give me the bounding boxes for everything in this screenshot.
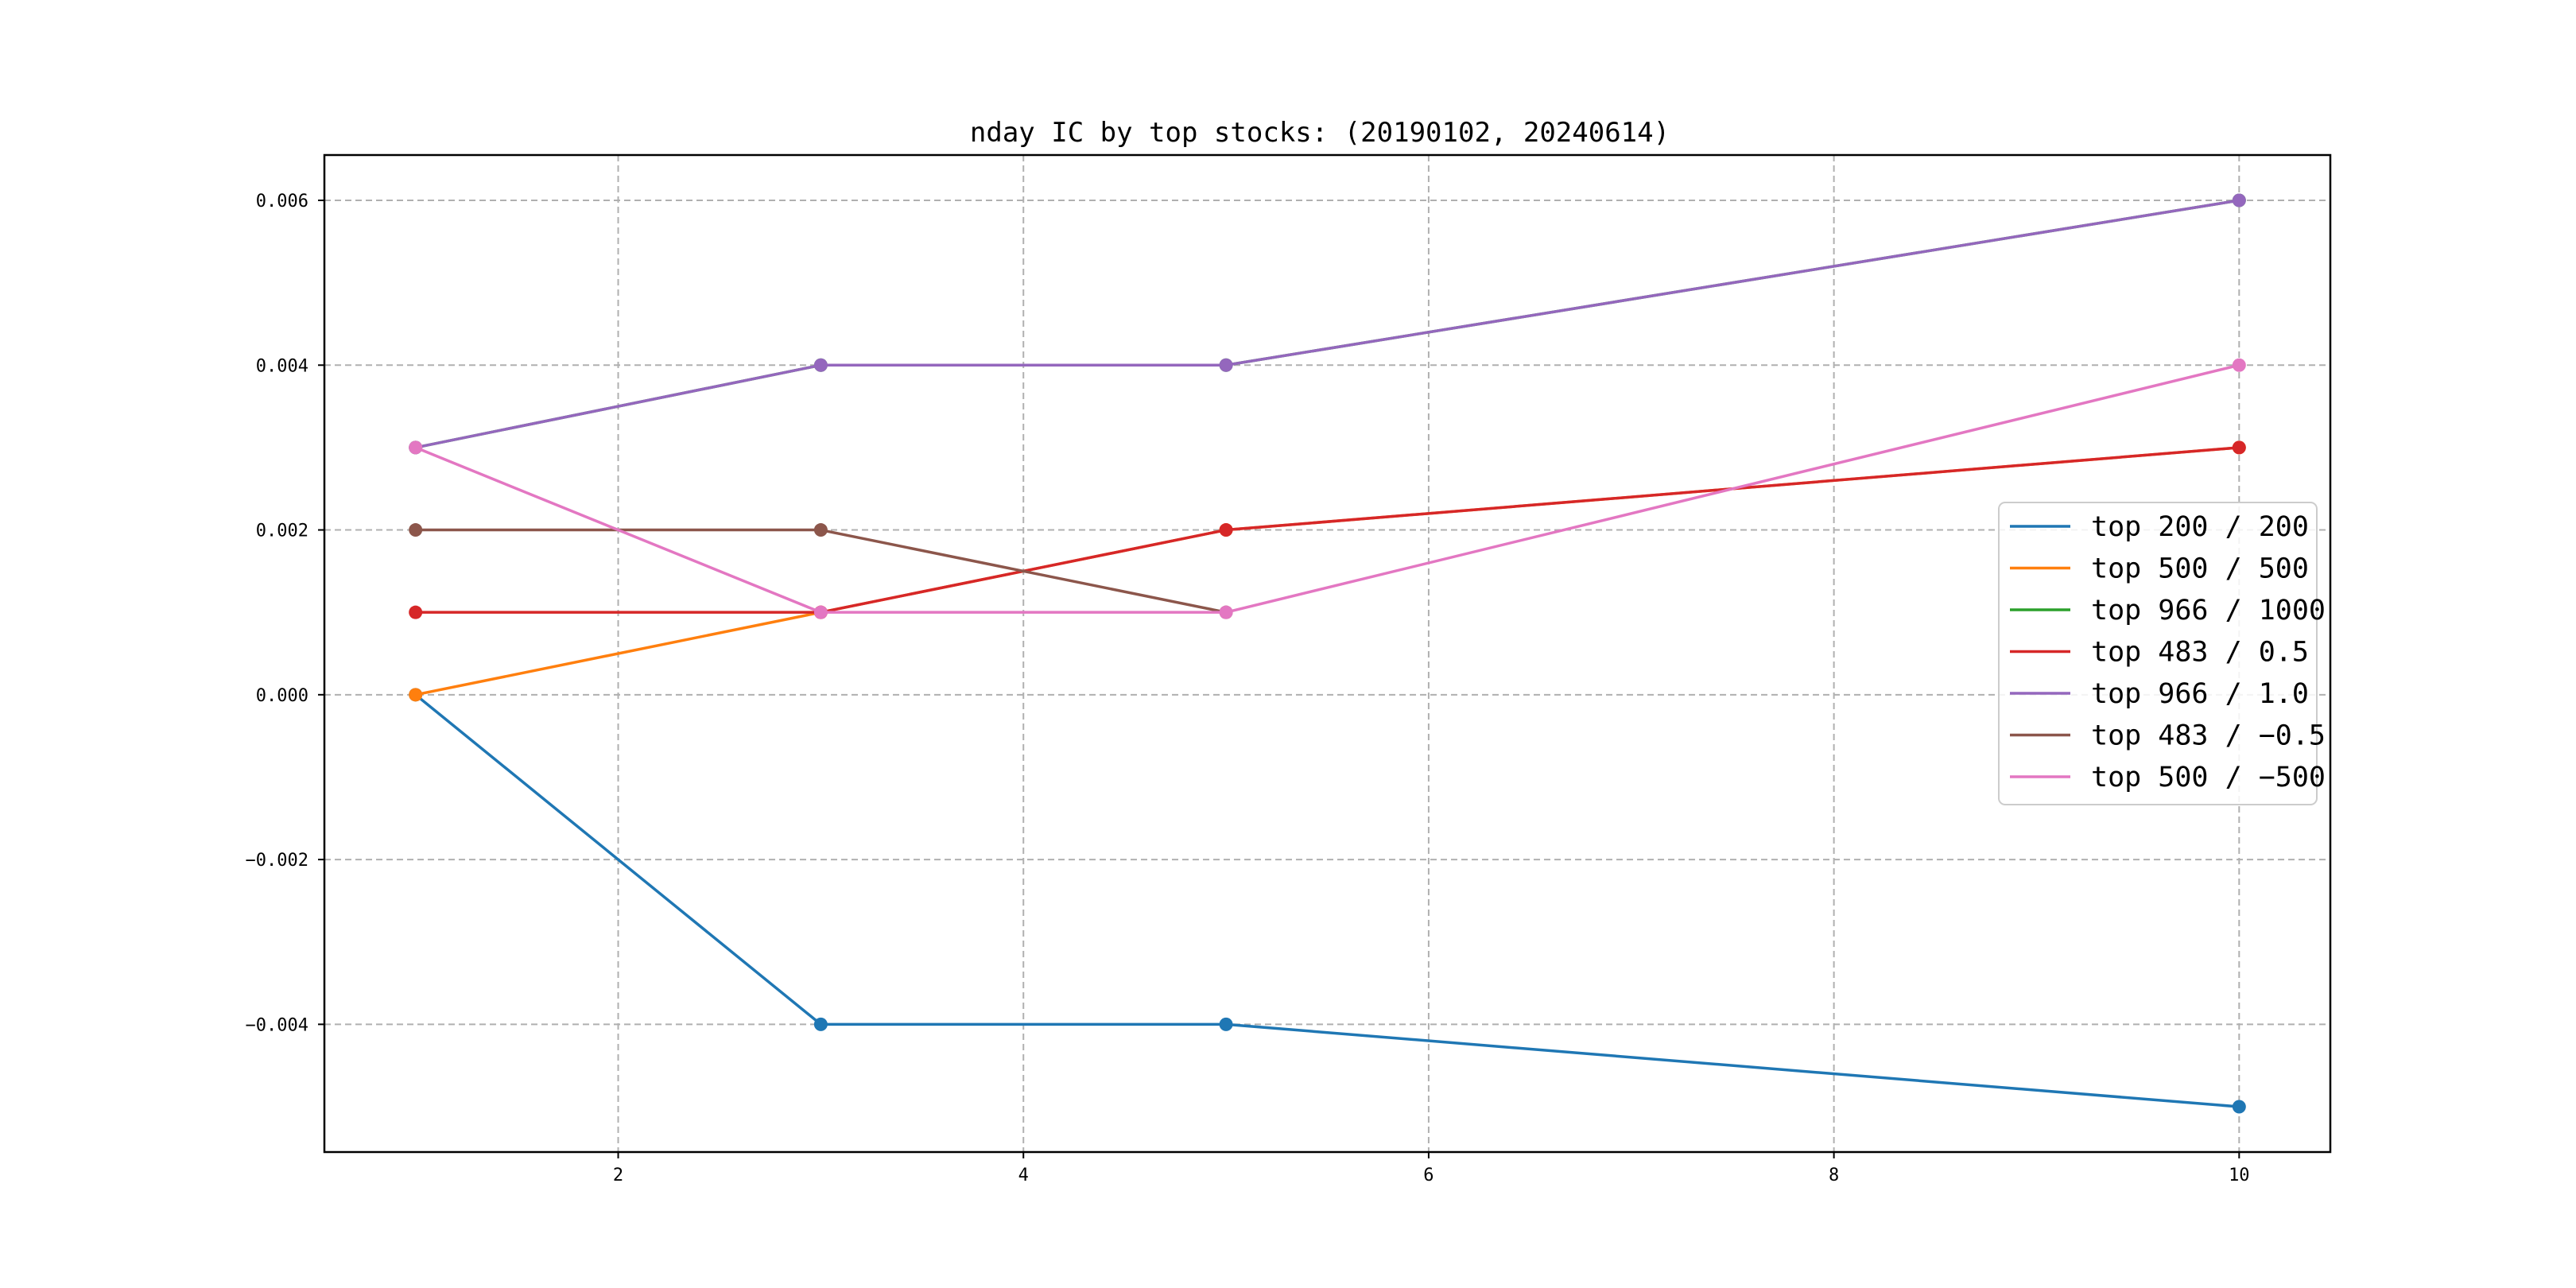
series-line <box>415 363 2240 614</box>
chart-title: nday IC by top stocks: (20190102, 202406… <box>970 117 1670 149</box>
y-tick-label: 0.000 <box>256 686 308 706</box>
series-line <box>415 528 1227 614</box>
x-tick-label: 2 <box>613 1166 623 1185</box>
legend-label: top 500 / −500 <box>2091 762 2326 793</box>
legend-item: top 500 / −500 <box>2010 762 2326 793</box>
y-tick-label: 0.002 <box>256 522 308 541</box>
series-line <box>415 446 2240 696</box>
data-point <box>813 1017 828 1031</box>
series-6 <box>409 523 1233 619</box>
series-layer <box>409 193 2246 1114</box>
x-tick-label: 10 <box>2229 1166 2250 1185</box>
legend-label: top 483 / 0.5 <box>2091 637 2309 669</box>
data-point <box>1219 605 1233 619</box>
legend-item: top 483 / −0.5 <box>2010 720 2326 752</box>
legend-item: top 966 / 1000 <box>2010 595 2326 627</box>
x-axis: 2 4 6 8 10 <box>613 1152 2250 1185</box>
legend-label: top 966 / 1000 <box>2091 595 2326 627</box>
data-point <box>813 605 828 619</box>
data-point <box>409 523 423 537</box>
legend: top 200 / 200 top 500 / 500 top 966 / 1000… <box>1998 502 2326 805</box>
data-point <box>409 688 423 702</box>
y-tick-label: −0.004 <box>246 1015 308 1035</box>
y-tick-label: 0.004 <box>256 356 308 376</box>
series-2 <box>409 440 2246 702</box>
data-point <box>1219 358 1233 372</box>
data-point <box>1219 1017 1233 1031</box>
legend-item: top 500 / 500 <box>2010 553 2309 585</box>
data-point <box>2232 358 2246 372</box>
y-tick-label: −0.002 <box>246 851 308 871</box>
data-point <box>813 358 828 372</box>
legend-label: top 966 / 1.0 <box>2091 678 2309 710</box>
series-7 <box>409 358 2246 619</box>
data-point <box>409 605 423 619</box>
series-line <box>415 199 2240 449</box>
legend-box <box>1998 502 2318 805</box>
series-line <box>414 693 2240 1108</box>
legend-label: top 483 / −0.5 <box>2091 720 2326 752</box>
y-tick-label: 0.006 <box>256 192 308 211</box>
data-point <box>813 523 828 537</box>
x-tick-label: 6 <box>1423 1166 1433 1185</box>
data-point <box>2232 1100 2246 1114</box>
y-axis: −0.004 −0.002 0.000 0.002 0.004 0.006 <box>246 192 324 1035</box>
legend-label: top 200 / 200 <box>2091 511 2309 543</box>
series-line <box>415 199 2240 449</box>
x-tick-label: 4 <box>1018 1166 1029 1185</box>
data-point <box>409 440 423 455</box>
series-3 <box>409 193 2246 455</box>
series-5 <box>409 193 2246 455</box>
series-1 <box>409 688 2246 1114</box>
legend-item: top 483 / 0.5 <box>2010 637 2309 669</box>
data-point <box>2232 193 2246 208</box>
data-point <box>2232 440 2246 455</box>
data-point <box>1219 523 1233 537</box>
x-tick-label: 8 <box>1829 1166 1839 1185</box>
legend-item: top 966 / 1.0 <box>2010 678 2309 710</box>
legend-label: top 500 / 500 <box>2091 553 2309 585</box>
axes-frame <box>323 153 2332 1154</box>
legend-item: top 200 / 200 <box>2010 511 2309 543</box>
